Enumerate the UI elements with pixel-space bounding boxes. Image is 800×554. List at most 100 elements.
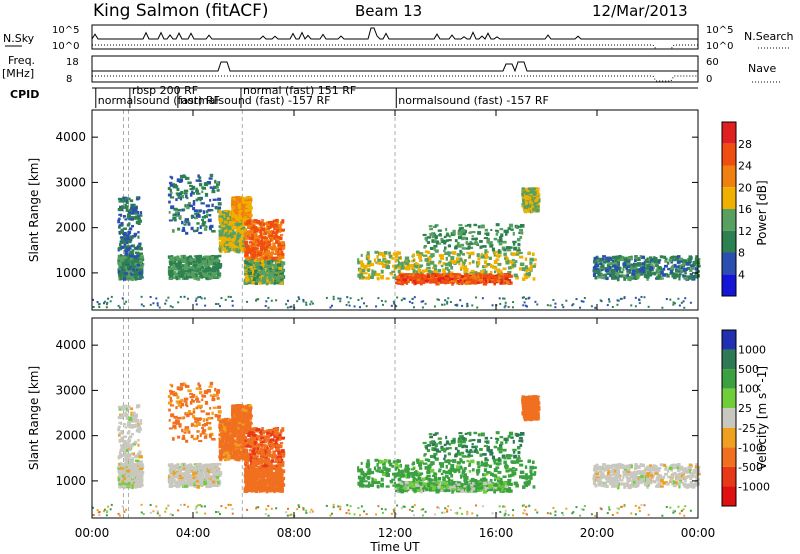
power-cell [167,193,172,197]
power-cell [218,236,223,240]
power-cell [432,239,437,244]
power-cell [134,276,137,281]
power-cell [252,244,257,248]
power-cell [246,215,250,218]
power-cell [172,276,177,280]
power-cell [217,273,220,276]
power-cell [128,208,133,212]
power-cell [123,243,127,247]
power-cell [257,273,261,277]
power-cell [276,263,282,267]
power-cell [256,220,261,223]
power-cell [489,270,493,275]
power-cell [129,251,134,255]
power-cell [296,300,299,303]
power-cell [473,241,479,245]
power-cell [531,252,535,257]
power-cell [683,276,688,280]
power-cell [259,230,263,234]
power-cell [447,273,451,278]
power-cell [237,247,241,251]
power-cell [131,204,135,207]
power-cell [272,281,277,284]
power-cell [518,251,523,255]
power-cell [443,235,447,239]
power-cell [632,264,636,268]
nsky-panel: N.Sky 10^5 10^0 10^5 10^0 N.Search [3,24,794,52]
power-cell [414,281,417,285]
power-cell [218,212,222,216]
power-cell [401,277,405,280]
power-cell [594,275,598,279]
power-cell [377,297,380,300]
power-cell [262,223,266,227]
power-cell [437,268,442,273]
power-cell [606,304,609,307]
power-cell [224,209,228,212]
power-cell [250,233,254,237]
power-cell [213,272,218,275]
power-cell [599,270,602,274]
power-cell [665,298,668,301]
power-cell [215,266,220,271]
power-cell [233,209,237,212]
power-cell [504,304,507,307]
power-cell [446,277,450,281]
power-cell [120,238,125,242]
power-cell [650,264,654,268]
power-cell [511,261,514,264]
power-cell [369,275,374,279]
power-cell [430,253,435,256]
power-cell [179,174,184,179]
power-cell [529,205,534,210]
power-cell [511,306,514,309]
power-cell [198,231,203,235]
power-cell [367,276,370,280]
power-cell [531,265,536,268]
power-cell [201,223,206,227]
power-cell [484,249,488,253]
power-cell [349,297,352,300]
nsearch-tick-top: 10^5 [706,25,733,36]
power-cell [257,257,261,261]
power-cell [374,250,379,254]
power-cell [418,274,422,278]
power-cell [189,187,194,191]
power-cell [453,232,456,236]
power-cell [526,195,529,199]
power-cell [400,281,405,286]
power-cell [252,241,255,244]
power-cell [417,268,422,272]
power-cell [175,276,179,281]
power-cell [164,302,167,305]
power-cell [519,231,523,235]
power-cell [226,234,229,238]
power-cell [433,244,438,248]
power-cell [530,199,535,203]
power-cell [678,257,683,261]
power-cell [277,276,282,279]
power-cell [479,245,483,249]
power-cell [128,197,131,201]
power-cell [224,228,228,233]
power-cell [695,255,698,258]
power-cell [208,225,212,230]
power-cell [684,272,687,275]
power-cell [325,296,328,299]
power-cell [195,297,198,300]
power-cell [511,252,516,256]
power-cell [117,225,121,229]
power-cell [246,255,249,259]
power-cell [634,258,637,263]
power-cell [268,249,271,254]
power-cell [397,269,401,274]
power-cell [226,249,231,253]
power-cell [680,301,683,304]
power-cell [495,258,500,261]
power-cell [124,272,128,276]
power-cell [180,190,184,195]
power-cell [628,256,631,260]
power-cell [498,249,501,253]
power-cell [248,217,251,221]
power-cell [444,262,450,267]
